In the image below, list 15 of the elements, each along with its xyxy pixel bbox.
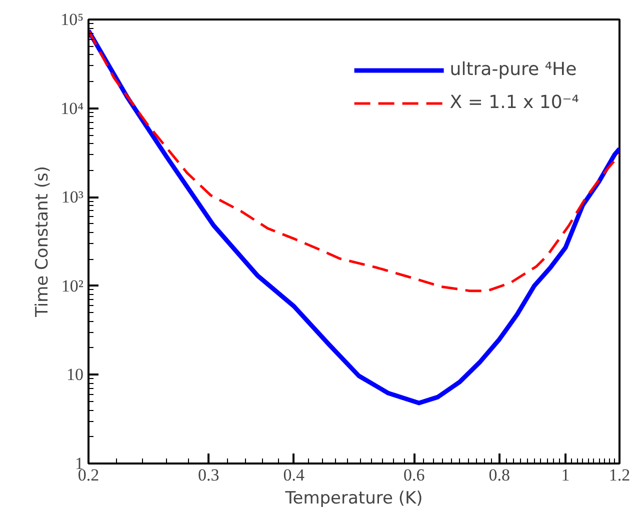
y-tick-label: 10⁴ [60,98,84,118]
legend-label: X = 1.1 x 10⁻⁴ [450,92,579,113]
y-axis-title: Time Constant (s) [32,166,53,318]
y-tick-label: 10 [66,365,84,384]
y-tick-label: 10³ [61,188,84,207]
x-axis-title: Temperature (K) [284,488,423,508]
x-tick-label: 0.4 [283,466,306,484]
x-tick-label: 0.3 [198,466,220,484]
x-tick-label: 0.6 [403,466,425,484]
x-tick-label: 0.8 [488,466,510,484]
x-tick-label: 1 [561,466,570,484]
y-tick-label: 10⁵ [60,10,84,29]
y-tick-label: 10² [61,276,84,296]
x-tick-label: 1.2 [608,466,630,484]
legend-label: ultra-pure ⁴He [450,59,577,80]
